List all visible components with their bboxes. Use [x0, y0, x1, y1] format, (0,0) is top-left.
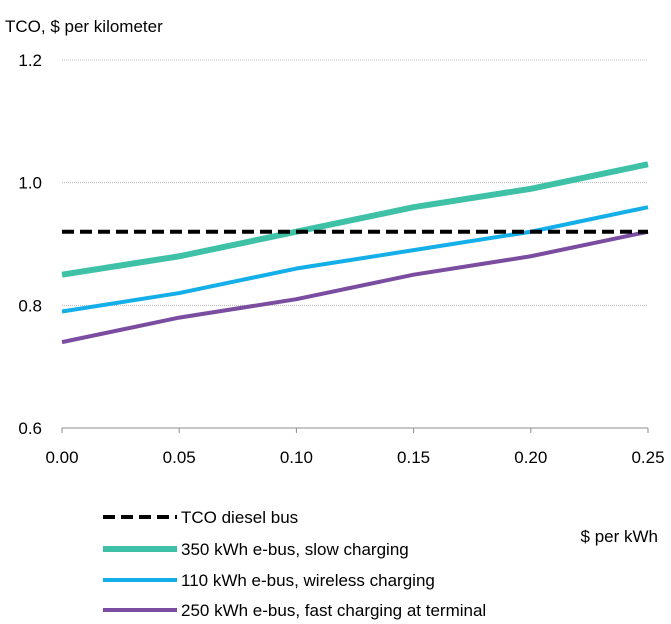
- x-tick-label: 0.20: [514, 448, 547, 467]
- y-tick-label: 0.6: [18, 419, 42, 438]
- series-lines: [61, 161, 649, 345]
- legend: TCO diesel bus 350 kWh e-bus, slow chargi…: [103, 508, 486, 620]
- x-axis: 0.00 0.05 0.10 0.15 0.20 0.25: [45, 427, 665, 467]
- series-line-4: [61, 229, 649, 345]
- legend-label: 110 kWh e-bus, wireless charging: [181, 571, 435, 590]
- y-tick-label: 0.8: [18, 296, 42, 315]
- legend-label: TCO diesel bus: [181, 508, 298, 527]
- x-tick-label: 0.25: [631, 448, 664, 467]
- series-line-3: [61, 205, 649, 314]
- y-axis-ticks: 0.6 0.8 1.0 1.2: [18, 51, 42, 438]
- legend-label: 350 kWh e-bus, slow charging: [181, 540, 409, 559]
- y-tick-label: 1.0: [18, 174, 42, 193]
- x-tick-label: 0.05: [163, 448, 196, 467]
- series-line-2: [61, 161, 649, 278]
- y-tick-label: 1.2: [18, 51, 42, 70]
- legend-label: 250 kWh e-bus, fast charging at terminal: [181, 601, 486, 620]
- x-tick-label: 0.10: [280, 448, 313, 467]
- x-axis-label: $ per kWh: [581, 527, 658, 546]
- x-tick-label: 0.15: [397, 448, 430, 467]
- chart-title: TCO, $ per kilometer: [5, 17, 163, 36]
- x-tick-label: 0.00: [45, 448, 78, 467]
